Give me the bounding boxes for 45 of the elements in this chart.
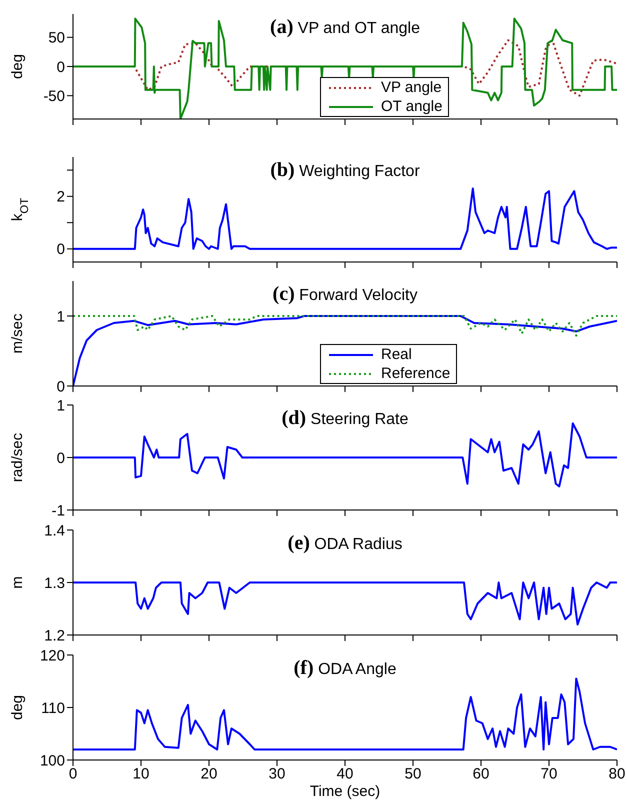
line-series: [73, 188, 617, 250]
y-tick-label: 1: [56, 308, 65, 326]
line-series: [73, 678, 617, 750]
x-tick-label: 40: [336, 766, 354, 783]
y-tick-label: 1.3: [44, 574, 65, 592]
y-tick-label: 120: [40, 647, 65, 664]
y-axis-title: m: [9, 576, 26, 589]
y-tick-label: 0: [56, 241, 65, 258]
legend-label: Real: [381, 345, 412, 364]
chart-title: (e) ODA Radius: [288, 532, 402, 554]
chart-title: (d) Steering Rate: [282, 407, 408, 429]
x-tick-label: 80: [608, 766, 626, 783]
legend-label: OT angle: [381, 97, 442, 116]
x-tick-label: 0: [68, 766, 78, 783]
y-axis-title: rad/sec: [9, 432, 26, 482]
x-axis-title: Time (sec): [310, 783, 380, 800]
y-tick-label: 1.2: [44, 627, 65, 644]
y-tick-label: -1: [52, 502, 65, 520]
chart-title: (f) ODA Angle: [294, 657, 396, 679]
x-tick-label: 30: [268, 766, 286, 783]
y-tick-label: 100: [40, 752, 65, 770]
y-tick-label: 110: [41, 700, 65, 717]
y-tick-label: 2: [56, 188, 65, 206]
chart-title: (c) Forward Velocity: [272, 283, 418, 305]
y-axis-title: m/sec: [9, 313, 26, 354]
legend-label: VP angle: [381, 78, 442, 97]
y-tick-label: -50: [43, 88, 65, 105]
x-tick-label: 50: [404, 766, 422, 783]
x-tick-label: 70: [540, 766, 558, 783]
y-tick-label: 1: [56, 397, 65, 414]
x-tick-label: 60: [472, 766, 490, 783]
y-tick-label: 0: [56, 58, 65, 76]
line-series: [73, 315, 617, 337]
y-tick-label: 1.4: [44, 522, 65, 540]
legend-label: Reference: [381, 364, 450, 383]
chart-title: (b) Weighting Factor: [270, 159, 420, 181]
chart-title: (a) VP and OT angle: [270, 16, 420, 38]
x-tick-label: 20: [200, 766, 218, 783]
y-tick-label: 0: [56, 378, 65, 396]
y-tick-label: 0: [56, 450, 65, 467]
y-axis-title: deg: [9, 54, 26, 80]
line-series: [73, 582, 617, 626]
x-tick-label: 10: [132, 766, 150, 783]
y-tick-label: 50: [48, 30, 65, 47]
y-axis-title: deg: [9, 694, 26, 720]
